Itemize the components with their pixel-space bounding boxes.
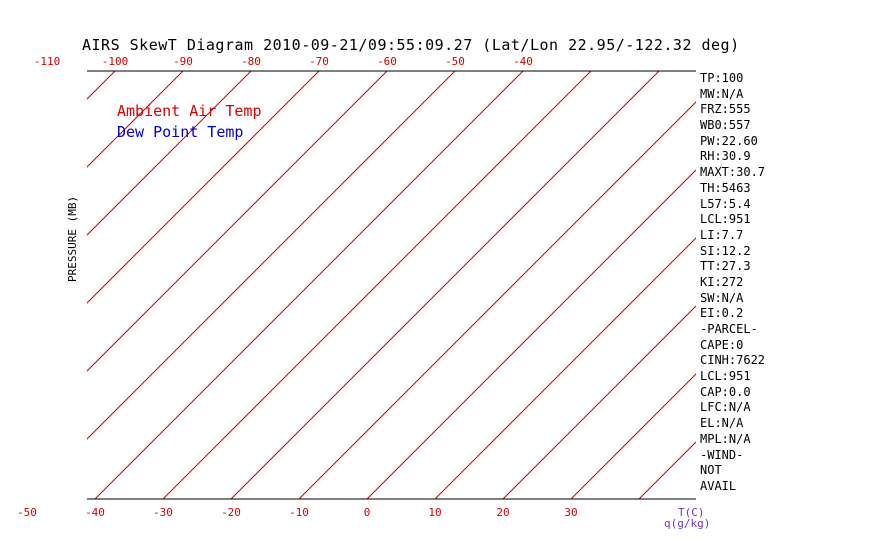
bottom-temp-tick-label: -50 <box>17 506 37 519</box>
isotherm-line <box>366 169 696 499</box>
stat-line: LCL:951 <box>700 369 751 384</box>
stat-line: WB0:557 <box>700 118 751 133</box>
stat-line: SW:N/A <box>700 290 744 305</box>
isotherm-line <box>94 71 524 499</box>
top-temp-tick-label: -90 <box>173 55 193 68</box>
top-temp-tick-label: -80 <box>241 55 261 68</box>
stat-line: SI:12.2 <box>700 243 751 258</box>
isotherm-line <box>502 305 696 499</box>
mixing-ratio-axis: 0.10.20.511.52346810121520253040q(g/kg) <box>664 517 710 530</box>
bottom-temp-tick-label: -20 <box>221 506 241 519</box>
isotherm-line <box>87 71 252 236</box>
bottom-temp-tick-label: 0 <box>364 506 371 519</box>
bottom-temp-tick-label: 10 <box>428 506 441 519</box>
stat-line: TP:100 <box>700 71 744 85</box>
chart-title: AIRS SkewT Diagram 2010-09-21/09:55:09.2… <box>82 36 740 54</box>
bottom-temp-tick-label: -10 <box>289 506 309 519</box>
isotherm-line <box>230 71 660 499</box>
legend-dewpoint: Dew Point Temp <box>117 123 244 141</box>
isobar-lines <box>87 70 696 500</box>
top-temperature-axis: -120-110-100-90-80-70-60-50-40 <box>34 55 533 68</box>
bottom-temp-tick-label: -30 <box>153 506 173 519</box>
isotherm-line <box>775 71 870 499</box>
bottom-temp-tick-label: 20 <box>496 506 509 519</box>
stats-panel: TP:100 MW:N/A FRZ:555 WB0:557 PW:22.60 R… <box>700 71 765 495</box>
top-temp-tick-label: -110 <box>34 55 61 68</box>
isotherm-line <box>0 71 47 499</box>
isotherm-line <box>570 373 696 499</box>
isotherm-line <box>434 237 696 499</box>
stat-line: -WIND- <box>700 447 744 462</box>
top-temp-tick-label: -50 <box>445 55 465 68</box>
isotherm-line <box>87 71 456 440</box>
mixing-ratio-unit: q(g/kg) <box>664 517 710 530</box>
top-temp-tick-label: -70 <box>309 55 329 68</box>
stat-line: EL:N/A <box>700 416 744 431</box>
bottom-axis-unit: T(C) <box>678 506 705 519</box>
stat-line: RH:30.9 <box>700 149 751 164</box>
stat-line: LI:7.7 <box>700 227 744 242</box>
stat-line: CAPE:0 <box>700 337 744 352</box>
stat-line: MPL:N/A <box>700 431 751 446</box>
isotherm-line <box>162 71 592 499</box>
stat-line: EI:0.2 <box>700 306 744 321</box>
stat-line: CAP:0.0 <box>700 384 751 399</box>
stat-line: FRZ:555 <box>700 102 751 117</box>
stat-line: AVAIL <box>700 478 737 493</box>
stat-line: MW:N/A <box>700 86 744 101</box>
top-temp-tick-label: -40 <box>513 55 533 68</box>
stat-line: L57:5.4 <box>700 196 751 211</box>
stat-line: -PARCEL- <box>700 322 758 336</box>
stat-line: KI:272 <box>700 274 744 289</box>
grid-lines <box>0 71 870 499</box>
isotherm-line <box>87 71 320 304</box>
stat-line: TT:27.3 <box>700 259 751 274</box>
y-axis-label: PRESSURE (MB) <box>66 195 79 282</box>
legend-ambient: Ambient Air Temp <box>117 102 262 120</box>
isotherm-line <box>87 71 184 168</box>
stat-line: CINH:7622 <box>700 353 766 368</box>
isotherm-line <box>298 101 696 499</box>
stat-line: LCL:951 <box>700 212 751 227</box>
isotherm-line <box>87 71 116 100</box>
stat-line: MAXT:30.7 <box>700 165 766 180</box>
stat-line: PW:22.60 <box>700 133 758 148</box>
bottom-temp-tick-label: -40 <box>85 506 105 519</box>
top-temp-tick-label: -60 <box>377 55 397 68</box>
top-temp-tick-label: -100 <box>102 55 129 68</box>
isotherm-line <box>87 71 388 372</box>
stat-line: LFC:N/A <box>700 400 751 415</box>
bottom-temperature-axis: -50 -40 -30 -20 -10 0 10 20 30 T(C) <box>17 506 704 519</box>
bottom-temp-tick-label: 30 <box>564 506 577 519</box>
stat-line: TH:5463 <box>700 180 751 195</box>
stat-line: NOT <box>700 463 722 478</box>
